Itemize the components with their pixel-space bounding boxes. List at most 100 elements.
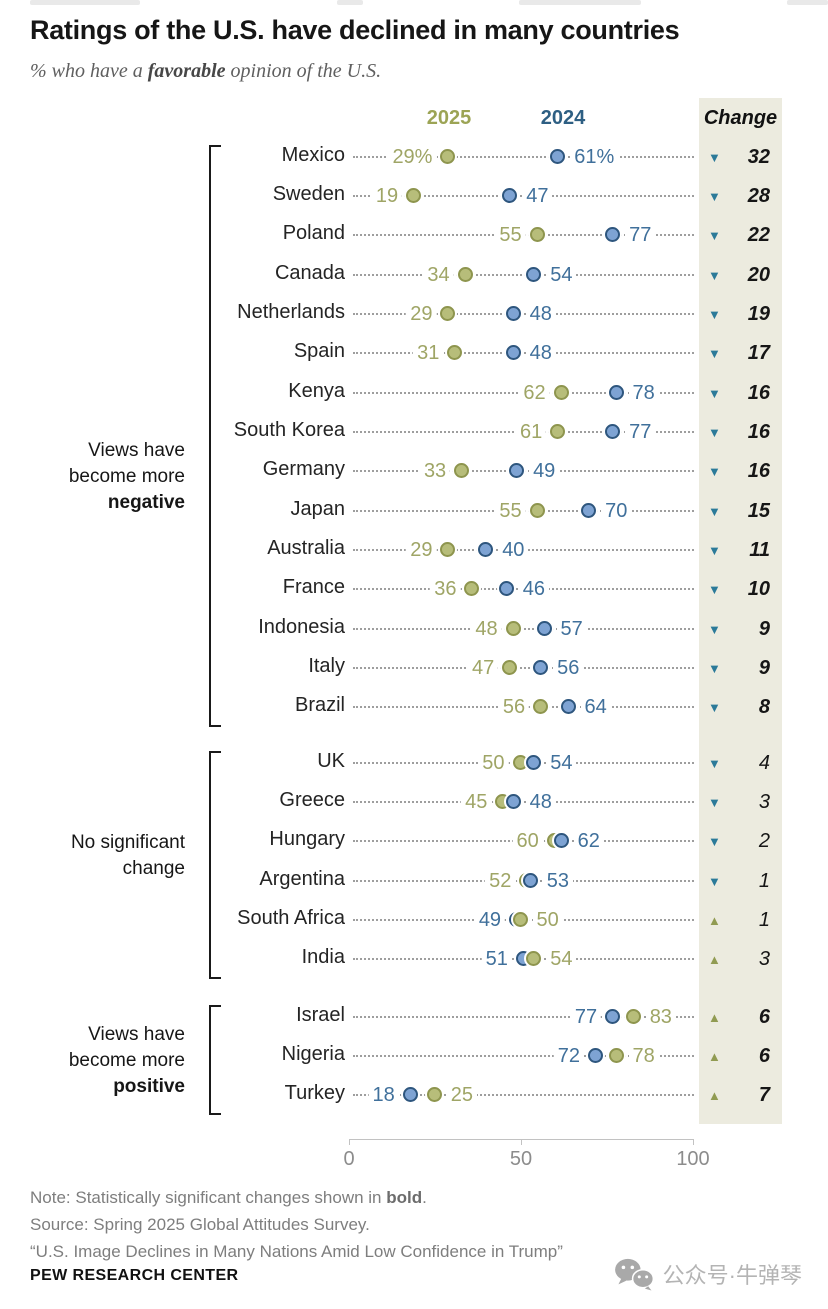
country-label: UK — [317, 749, 345, 772]
chart-row-nigeria: Nigeria 72 78 ▲ 6 — [0, 1037, 828, 1076]
dot-2025 — [440, 148, 456, 164]
chart-row-south-korea: South Korea 61 77 ▼ 16 — [0, 413, 828, 452]
change-value: 4 — [758, 751, 770, 774]
value-label-2025: 25 — [446, 1082, 477, 1109]
chart-row-argentina: Argentina 52 53 ▼ 1 — [0, 862, 828, 901]
value-label-2025: 61 — [515, 418, 547, 445]
change-value: 7 — [758, 1084, 770, 1107]
change-cell: ▼ 15 — [700, 498, 782, 525]
dot-2024 — [522, 872, 538, 888]
change-value: 1 — [758, 869, 770, 892]
triangle-down-icon: ▼ — [708, 267, 721, 283]
chart-row-israel: Israel 77 83 ▲ 6 — [0, 998, 828, 1037]
leader-line — [353, 1015, 694, 1018]
dot-2025 — [454, 463, 470, 479]
value-label-2025: 19 — [371, 182, 403, 209]
change-value: 2 — [758, 830, 770, 853]
subtitle-prefix: % who have a — [30, 60, 148, 82]
subtitle-bold-word: favorable — [147, 60, 226, 82]
chart-row-mexico: Mexico 29% 61% ▼ 32 — [0, 138, 828, 177]
value-label-2025: 62 — [519, 379, 550, 406]
value-label-2025: 83 — [645, 1003, 676, 1030]
change-cell: ▼ 19 — [700, 301, 782, 328]
change-value: 1 — [758, 908, 770, 931]
chart-row-kenya: Kenya 62 78 ▼ 16 — [0, 374, 828, 413]
change-cell: ▼ 16 — [700, 419, 782, 446]
value-label-2025: 60 — [512, 828, 543, 855]
triangle-down-icon: ▼ — [708, 464, 721, 480]
x-axis-tick-label-50: 50 — [509, 1148, 533, 1170]
chart-row-india: India 51 54 ▲ 3 — [0, 940, 828, 979]
group-label-line: become more — [68, 466, 185, 487]
country-label: Sweden — [272, 182, 345, 205]
chart-row-italy: Italy 47 56 ▼ 9 — [0, 649, 828, 688]
top-crop-remnant — [30, 0, 140, 5]
change-value: 15 — [747, 499, 770, 522]
triangle-down-icon: ▼ — [708, 424, 721, 440]
triangle-down-icon: ▼ — [708, 700, 721, 716]
dot-2024 — [553, 833, 569, 849]
change-cell: ▼ 8 — [700, 694, 782, 721]
leader-line — [353, 1054, 694, 1057]
change-value: 17 — [747, 342, 770, 365]
chart-row-turkey: Turkey 18 25 ▲ 7 — [0, 1076, 828, 1115]
dot-2024 — [505, 793, 521, 809]
dot-2025 — [440, 542, 456, 557]
x-axis-tick-label-0: 0 — [343, 1148, 355, 1170]
chart-row-greece: Greece 45 48 ▼ 3 — [0, 783, 828, 822]
value-label-2024: 18 — [368, 1082, 399, 1109]
value-label-2024: 47 — [522, 182, 553, 209]
triangle-down-icon: ▼ — [708, 834, 721, 850]
value-label-2025: 29% — [388, 143, 437, 170]
wechat-watermark: 公众号·牛弹琴 — [613, 1257, 802, 1291]
triangle-down-icon: ▼ — [708, 149, 721, 165]
value-label-2025: 55 — [495, 222, 526, 249]
triangle-down-icon: ▼ — [708, 621, 721, 637]
top-crop-remnant — [337, 0, 363, 5]
leader-line — [353, 273, 694, 276]
group-label-no-significant-change: No significant change — [0, 830, 185, 882]
country-label: Italy — [308, 655, 345, 678]
value-label-2024: 46 — [518, 576, 550, 603]
value-label-2024: 64 — [580, 694, 611, 721]
change-cell: ▼ 3 — [700, 789, 782, 816]
value-label-2024: 78 — [628, 379, 659, 406]
change-column-background — [699, 98, 782, 1124]
chart-row-netherlands: Netherlands 29 48 ▼ 19 — [0, 295, 828, 334]
triangle-down-icon: ▼ — [708, 873, 721, 889]
chart-row-brazil: Brazil 56 64 ▼ 8 — [0, 688, 828, 727]
country-label: Indonesia — [258, 615, 345, 638]
group-label-negative: Views have become more negative — [0, 438, 185, 516]
change-cell: ▲ 3 — [700, 946, 782, 973]
column-header-2025: 2025 — [426, 107, 472, 129]
value-label-2024: 54 — [546, 749, 577, 776]
chart-notes: Note: Statistically significant changes … — [30, 1184, 563, 1265]
change-cell: ▼ 16 — [700, 380, 782, 407]
country-label: Kenya — [288, 379, 345, 402]
leader-line — [353, 155, 694, 158]
x-axis-tick — [693, 1139, 694, 1145]
dot-2024 — [605, 227, 621, 243]
change-cell: ▼ 11 — [700, 537, 782, 564]
group-label-line: become more — [68, 1050, 185, 1071]
change-value: 3 — [758, 790, 770, 813]
leader-line — [353, 627, 694, 630]
dot-2024 — [526, 754, 542, 770]
value-label-2024: 77 — [625, 222, 656, 249]
dot-2025 — [533, 699, 549, 715]
group-bracket-no-significant-change — [209, 751, 221, 979]
value-label-2025: 45 — [461, 788, 492, 815]
chart-row-canada: Canada 34 54 ▼ 20 — [0, 256, 828, 295]
value-label-2024: 48 — [525, 300, 556, 327]
value-label-2024: 70 — [601, 497, 632, 524]
pew-research-center-brand: PEW RESEARCH CENTER — [30, 1267, 239, 1284]
change-cell: ▼ 10 — [700, 576, 782, 603]
value-label-2024: 57 — [556, 615, 587, 642]
change-cell: ▼ 9 — [700, 655, 782, 682]
change-value: 22 — [747, 224, 770, 247]
value-label-2025: 47 — [467, 655, 499, 682]
change-cell: ▲ 7 — [700, 1082, 782, 1109]
value-label-2025: 29 — [406, 300, 437, 327]
change-value: 9 — [758, 617, 770, 640]
chart-row-australia: Australia 29 40 ▼ 11 — [0, 531, 828, 570]
